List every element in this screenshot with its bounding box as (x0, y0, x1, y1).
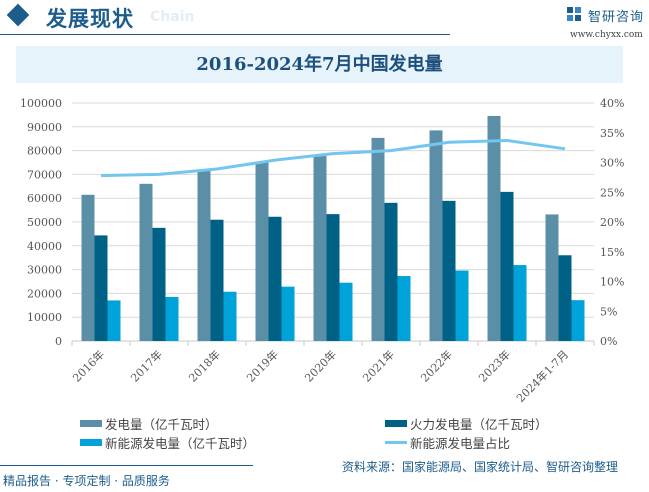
bar-new-energy (513, 265, 527, 341)
bar-total (371, 137, 385, 341)
legend-swatch (80, 420, 102, 427)
legend-label: 新能源发电量占比 (410, 436, 511, 451)
legend-label: 新能源发电量（亿千瓦时） (105, 436, 256, 451)
x-tick-label: 2022年 (418, 347, 455, 384)
source-note: 资料来源：国家能源局、国家统计局、智研咨询整理 (342, 460, 619, 474)
legend-swatch (385, 420, 407, 427)
header-divider (0, 34, 450, 35)
x-tick-label: 2018年 (186, 347, 223, 384)
bar-new-energy (223, 291, 237, 341)
bar-new-energy (165, 296, 179, 341)
brand-name: 智研咨询 (588, 10, 645, 25)
legend-swatch (385, 441, 407, 444)
bar-total (429, 130, 443, 341)
bar-new-energy (339, 282, 353, 341)
legend-item-total: 发电量（亿千瓦时） (80, 414, 218, 433)
bar-total (255, 162, 269, 341)
right-tick-label: 10% (600, 276, 624, 289)
left-tick-label: 10000 (27, 311, 62, 324)
left-tick-label: 0 (55, 335, 62, 348)
legend-label: 发电量（亿千瓦时） (105, 417, 218, 432)
right-tick-label: 15% (600, 246, 624, 259)
footer-divider (0, 465, 253, 466)
right-tick-label: 30% (600, 157, 624, 170)
legend-item-share: 新能源发电量占比 (385, 433, 510, 452)
bar-thermal (326, 214, 340, 341)
chart-svg: 0 10000 20000 30000 40000 50000 60000 70000 8000… (20, 97, 624, 405)
bar-thermal (500, 191, 514, 341)
bar-new-energy (397, 276, 411, 341)
legend-label: 火力发电量（亿千瓦时） (410, 417, 548, 432)
right-tick-label: 5% (600, 305, 617, 318)
x-tick-label: 2021年 (360, 347, 397, 384)
bar-total (81, 194, 95, 341)
bar-new-energy (281, 286, 295, 341)
left-tick-label: 70000 (27, 168, 62, 181)
brand-url: www.chyxx.com (570, 30, 643, 40)
bar-thermal (384, 202, 398, 341)
x-tick-label: 2024年1-7月 (513, 347, 571, 405)
left-tick-label: 40000 (27, 240, 62, 253)
left-tick-label: 50000 (27, 216, 62, 229)
bar-new-energy (107, 300, 121, 341)
footer-slogan: 精品报告 · 专项定制 · 品质服务 (3, 474, 170, 488)
bar-total (313, 155, 327, 341)
right-tick-label: 20% (600, 216, 624, 229)
x-tick-label: 2020年 (302, 347, 339, 384)
left-tick-label: 60000 (27, 192, 62, 205)
brand-logo-icon (567, 7, 581, 21)
legend-item-new-energy: 新能源发电量（亿千瓦时） (80, 433, 255, 452)
left-tick-label: 30000 (27, 264, 62, 277)
left-tick-label: 90000 (27, 121, 62, 134)
left-tick-label: 20000 (27, 287, 62, 300)
legend-swatch (80, 439, 102, 446)
bar-new-energy (571, 300, 585, 341)
right-tick-label: 25% (600, 186, 624, 199)
left-tick-label: 100000 (20, 97, 62, 110)
left-tick-label: 80000 (27, 145, 62, 158)
right-tick-label: 0% (600, 335, 617, 348)
section-title: 发展现状 (46, 7, 134, 31)
bar-thermal (210, 219, 224, 341)
right-tick-label: 35% (600, 127, 624, 140)
bar-thermal (268, 216, 282, 341)
bar-total (487, 115, 501, 341)
x-tick-label: 2016年 (70, 347, 107, 384)
bar-thermal (152, 227, 166, 341)
x-tick-label: 2023年 (476, 347, 513, 384)
bar-total (197, 170, 211, 341)
legend-item-thermal: 火力发电量（亿千瓦时） (385, 414, 548, 433)
header-watermark: Chain (150, 9, 195, 25)
bar-total (139, 183, 153, 341)
bar-new-energy (455, 270, 469, 341)
x-tick-label: 2019年 (244, 347, 281, 384)
bar-thermal (558, 255, 572, 341)
bar-thermal (94, 235, 108, 341)
chart-title: 2016-2024年7月中国发电量 (16, 46, 623, 83)
x-tick-label: 2017年 (128, 347, 165, 384)
right-tick-label: 40% (600, 97, 624, 110)
bar-total (545, 214, 559, 341)
bar-thermal (442, 200, 456, 341)
